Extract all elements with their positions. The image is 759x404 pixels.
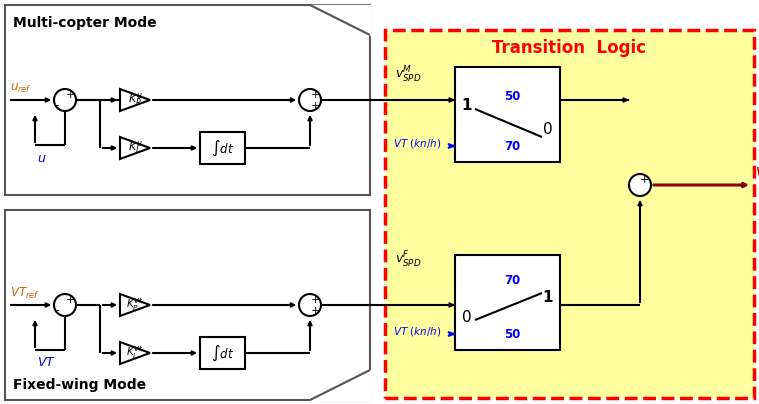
Text: $VT$: $VT$ [37, 356, 56, 370]
Text: 50: 50 [504, 90, 520, 103]
Text: $u_{ref}$: $u_{ref}$ [10, 82, 32, 95]
Text: +: + [310, 295, 320, 305]
Polygon shape [310, 5, 370, 35]
Circle shape [54, 294, 76, 316]
Polygon shape [120, 342, 150, 364]
Text: $u$: $u$ [37, 152, 46, 164]
Circle shape [629, 174, 651, 196]
Text: 1: 1 [543, 290, 553, 305]
Bar [455, 67, 560, 162]
Text: $VT_{ref}$: $VT_{ref}$ [10, 286, 39, 301]
Circle shape [299, 89, 321, 111]
Text: +: + [65, 90, 74, 100]
Text: $\int dt$: $\int dt$ [211, 138, 234, 158]
Text: -: - [55, 305, 59, 318]
Circle shape [54, 89, 76, 111]
Text: +: + [65, 295, 74, 305]
Text: -: - [55, 99, 59, 112]
Text: 70: 70 [504, 274, 520, 286]
Text: $v_{SPD}$: $v_{SPD}$ [755, 165, 759, 181]
Text: +: + [310, 306, 320, 316]
Text: +: + [639, 175, 649, 185]
Text: $VT\ (kn/h)$: $VT\ (kn/h)$ [393, 137, 442, 151]
Text: Multi-copter Mode: Multi-copter Mode [13, 16, 156, 30]
Text: +: + [310, 90, 320, 100]
Polygon shape [310, 370, 370, 400]
Text: 70: 70 [504, 141, 520, 154]
Text: $VT\ (kn/h)$: $VT\ (kn/h)$ [393, 326, 442, 339]
Bar [455, 255, 560, 350]
Text: $K_I^u$: $K_I^u$ [128, 139, 143, 156]
Text: $v_{SPD}^{M}$: $v_{SPD}^{M}$ [395, 65, 421, 85]
Text: $K_P^{Vt}$: $K_P^{Vt}$ [126, 297, 143, 314]
Polygon shape [120, 294, 150, 316]
Text: 0: 0 [462, 309, 472, 324]
Text: Transition  Logic: Transition Logic [493, 39, 647, 57]
Text: $v_{SPD}^{F}$: $v_{SPD}^{F}$ [395, 250, 421, 270]
Bar [385, 30, 754, 398]
Text: 0: 0 [543, 122, 553, 137]
Bar [5, 5, 370, 195]
Bar [200, 337, 245, 369]
Circle shape [299, 294, 321, 316]
Text: +: + [310, 101, 320, 111]
Text: Fixed-wing Mode: Fixed-wing Mode [13, 378, 146, 392]
Polygon shape [120, 89, 150, 111]
Text: 1: 1 [461, 97, 472, 112]
Text: $K_I^{Vt}$: $K_I^{Vt}$ [126, 345, 143, 362]
Text: 50: 50 [504, 328, 520, 341]
Polygon shape [120, 137, 150, 159]
Bar [5, 210, 370, 400]
Bar [200, 132, 245, 164]
Text: $\int dt$: $\int dt$ [211, 343, 234, 363]
Text: $K_P^u$: $K_P^u$ [128, 91, 143, 109]
